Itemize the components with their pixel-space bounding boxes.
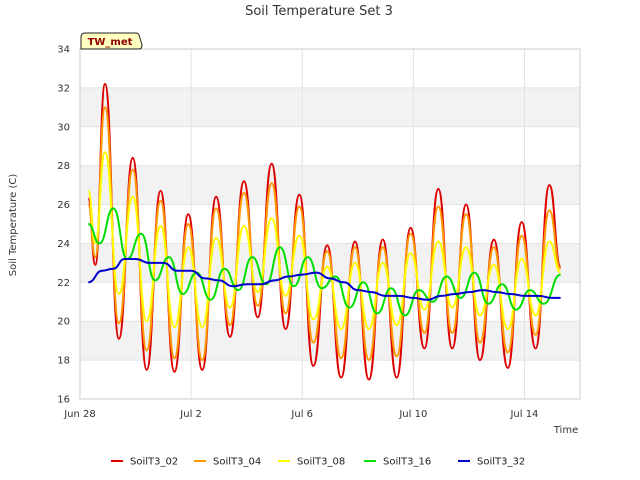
x-axis-ticks: Jun 28 Jul 2 Jul 6 Jul 10 Jul 14 — [63, 409, 538, 420]
background-band — [80, 165, 580, 205]
x-tick-label: Jul 14 — [509, 409, 538, 420]
y-tick-label: 32 — [57, 83, 70, 94]
x-tick-label: Jun 28 — [63, 409, 96, 420]
y-tick-label: 24 — [57, 239, 70, 250]
legend-label: SoilT3_02 — [130, 457, 178, 468]
y-axis-ticks: 16 18 20 22 24 26 28 30 32 34 — [57, 45, 70, 406]
plot-background-bands — [80, 87, 580, 361]
y-tick-label: 30 — [57, 122, 70, 133]
series-layer — [87, 83, 562, 381]
legend-label: SoilT3_04 — [213, 457, 261, 468]
chart-title: Soil Temperature Set 3 — [245, 4, 393, 19]
x-tick-label: Jul 2 — [179, 409, 202, 420]
series-line-soilt3-16 — [87, 207, 561, 317]
x-axis-label: Time — [553, 425, 578, 436]
y-tick-label: 26 — [57, 200, 70, 211]
background-band — [80, 87, 580, 127]
y-tick-label: 34 — [57, 45, 70, 56]
series-line-soilt3-32 — [88, 258, 561, 301]
background-band — [80, 321, 580, 361]
y-tick-label: 28 — [57, 161, 70, 172]
y-tick-label: 16 — [57, 395, 70, 406]
site-badge: TW_met — [80, 32, 143, 50]
x-tick-label: Jul 10 — [398, 409, 427, 420]
legend-label: SoilT3_16 — [383, 457, 431, 468]
legend: SoilT3_02 SoilT3_04 SoilT3_08 SoilT3_16 Soil… — [111, 457, 525, 468]
y-axis-label: Soil Temperature (C) — [8, 174, 19, 277]
plot-frame — [79, 48, 581, 400]
legend-label: SoilT3_08 — [297, 457, 345, 468]
y-tick-label: 18 — [57, 356, 70, 367]
site-badge-label: TW_met — [88, 37, 133, 48]
legend-label: SoilT3_32 — [477, 457, 525, 468]
y-tick-label: 20 — [57, 317, 70, 328]
series-line-soilt3-08 — [87, 151, 562, 330]
x-tick-label: Jul 6 — [290, 409, 313, 420]
y-tick-label: 22 — [57, 278, 70, 289]
site-badge-shape — [80, 32, 143, 50]
